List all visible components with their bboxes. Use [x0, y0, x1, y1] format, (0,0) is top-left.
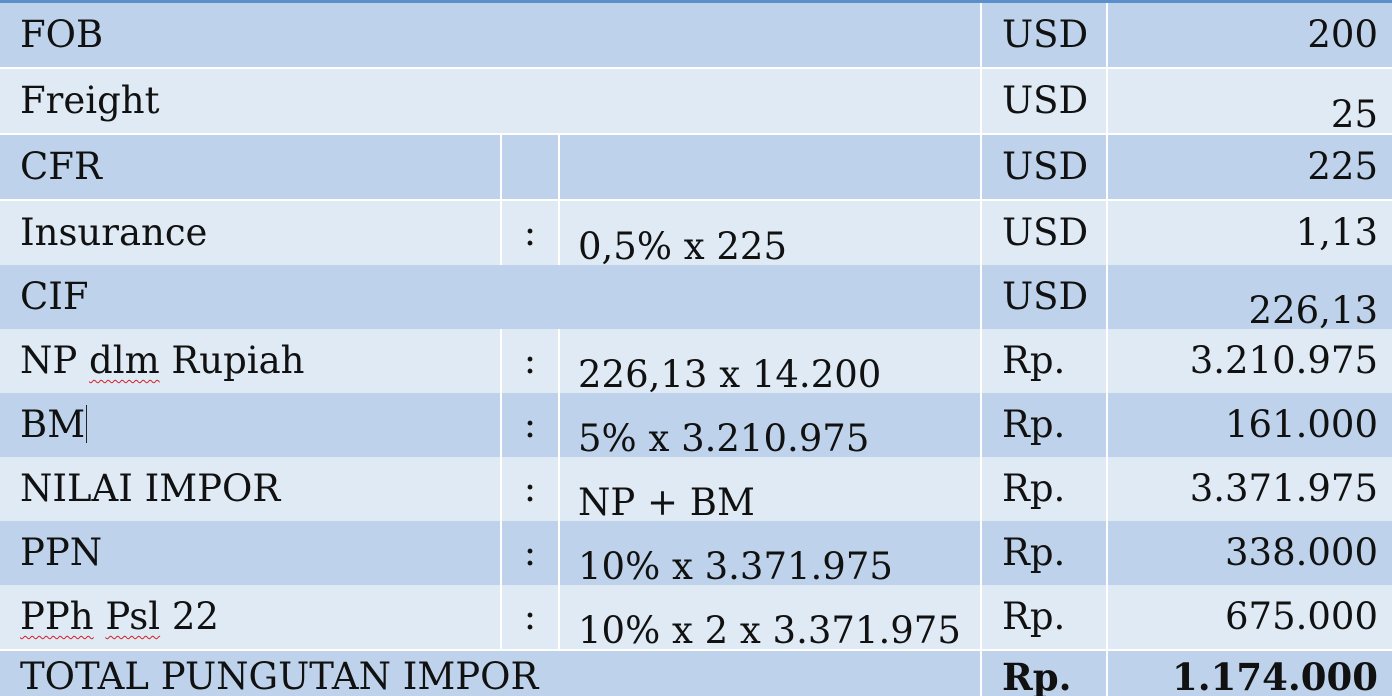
formula-cell: 226,13 x 14.200: [558, 329, 980, 396]
formula-cell: 5% x 3.210.975: [558, 393, 980, 460]
amount-value: 225: [1106, 135, 1392, 199]
row-label: NP dlm Rupiah: [0, 329, 500, 393]
row-label: NILAI IMPOR: [20, 467, 281, 510]
table-row-total: TOTAL PUNGUTAN IMPOR Rp. 1.174.000: [0, 651, 1392, 696]
colon-separator: :: [500, 201, 558, 265]
amount-value: 1,13: [1106, 201, 1392, 265]
amount-value: 25: [1106, 69, 1392, 136]
colon-separator: :: [500, 585, 558, 649]
row-label: Freight: [20, 79, 160, 122]
label-part: [94, 595, 106, 638]
colon-separator: :: [500, 329, 558, 393]
total-amount: 1.174.000: [1106, 651, 1392, 696]
currency-unit: USD: [980, 3, 1106, 67]
amount-value: 3.371.975: [1106, 457, 1392, 521]
formula-cell: 10% x 2 x 3.371.975: [558, 585, 980, 652]
label-text: BM: [20, 403, 86, 446]
row-label: PPN: [20, 531, 103, 574]
table-row-fob: FOB USD 200: [0, 3, 1392, 67]
amount-value: 338.000: [1106, 521, 1392, 585]
currency-unit: USD: [980, 69, 1106, 133]
text-cursor: [86, 405, 88, 443]
spellcheck-underlined-word: Psl: [105, 595, 161, 638]
spellcheck-underlined-word: PPh: [20, 595, 94, 638]
currency-unit: Rp.: [980, 457, 1106, 521]
currency-unit: Rp.: [980, 329, 1106, 393]
currency-unit: Rp.: [980, 521, 1106, 585]
table-row-cif: CIF USD 226,13: [0, 265, 1392, 332]
row-label: FOB: [20, 13, 104, 56]
colon-separator: :: [500, 393, 558, 457]
table-row-bm: BM : 5% x 3.210.975 Rp. 161.000: [0, 393, 1392, 460]
currency-unit: Rp.: [980, 393, 1106, 457]
row-label: PPh Psl 22: [0, 585, 500, 649]
formula-cell: 0,5% x 225: [558, 201, 980, 268]
table-row-ppn: PPN : 10% x 3.371.975 Rp. 338.000: [0, 521, 1392, 588]
table-row-np-rupiah: NP dlm Rupiah : 226,13 x 14.200 Rp. 3.21…: [0, 329, 1392, 396]
row-label: CFR: [20, 145, 102, 188]
label-part: Rupiah: [159, 339, 305, 382]
label-part: NP: [20, 339, 90, 382]
currency-unit: USD: [980, 201, 1106, 265]
currency-unit: Rp.: [980, 651, 1106, 696]
table-row-freight: Freight USD 25: [0, 69, 1392, 136]
table-row-nilai-impor: NILAI IMPOR : NP + BM Rp. 3.371.975: [0, 457, 1392, 524]
table-row-pph-22: PPh Psl 22 : 10% x 2 x 3.371.975 Rp. 675…: [0, 585, 1392, 652]
amount-value: 3.210.975: [1106, 329, 1392, 393]
colon-separator: :: [500, 521, 558, 585]
row-label: CIF: [20, 275, 89, 318]
amount-value: 226,13: [1106, 265, 1392, 332]
currency-unit: Rp.: [980, 585, 1106, 649]
row-label: Insurance: [20, 211, 208, 254]
amount-value: 200: [1106, 3, 1392, 67]
table-row-cfr: CFR USD 225: [0, 135, 1392, 199]
amount-value: 161.000: [1106, 393, 1392, 457]
formula-cell: [558, 135, 980, 199]
label-part: 22: [160, 595, 219, 638]
colon-cell: [500, 135, 558, 199]
currency-unit: USD: [980, 135, 1106, 199]
formula-cell: NP + BM: [558, 457, 980, 524]
spellcheck-underlined-word: dlm: [89, 339, 160, 382]
colon-separator: :: [500, 457, 558, 521]
amount-value: 675.000: [1106, 585, 1392, 649]
row-label: BM: [0, 393, 500, 457]
formula-cell: 10% x 3.371.975: [558, 521, 980, 588]
currency-unit: USD: [980, 265, 1106, 329]
total-label: TOTAL PUNGUTAN IMPOR: [20, 655, 539, 696]
table-row-insurance: Insurance : 0,5% x 225 USD 1,13: [0, 201, 1392, 268]
